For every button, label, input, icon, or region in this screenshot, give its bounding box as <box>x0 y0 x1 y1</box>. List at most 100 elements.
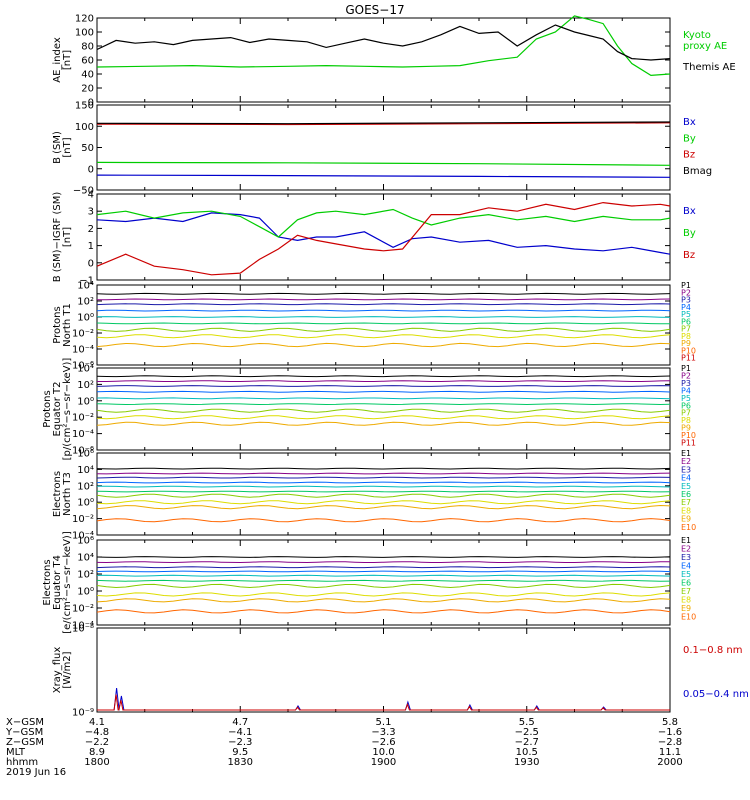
legend-label: P1 <box>681 364 691 373</box>
x-axis-row-label: Y−GSM <box>5 727 43 738</box>
legend-label: P9 <box>681 339 691 348</box>
y-tick-label: 10⁶ <box>77 536 94 547</box>
legend-label: P10 <box>681 346 696 355</box>
y-tick-label: 10⁻² <box>72 329 94 340</box>
legend-label: 0.1−0.8 nm <box>683 645 742 656</box>
panel-frame <box>96 284 671 366</box>
x-axis-value: 10.5 <box>516 747 538 758</box>
legend-label: P3 <box>681 379 691 388</box>
y-tick-label: 10⁴ <box>77 465 94 476</box>
y-tick-label: 10⁻⁸ <box>72 624 94 635</box>
channel-line <box>96 583 671 589</box>
legend-label: E3 <box>681 553 691 562</box>
legend-label: E6 <box>681 579 691 588</box>
y-tick-label: 120 <box>75 14 94 25</box>
legend-label: E5 <box>681 570 691 579</box>
y-tick-label: 10⁴ <box>77 553 94 564</box>
series-line <box>96 122 671 126</box>
x-axis-value: −2.8 <box>658 737 682 748</box>
y-tick-label: 10⁰ <box>77 396 94 407</box>
y-tick-label: −1 <box>79 276 94 287</box>
legend-label: P11 <box>681 354 696 363</box>
y-axis-label: [e/(cm²−s−sr−keV)] <box>62 531 73 634</box>
channel-line <box>96 421 671 426</box>
legend-label: E10 <box>681 523 696 532</box>
panel-frame <box>96 539 671 626</box>
y-tick-label: 0 <box>88 98 94 109</box>
series-line <box>96 208 671 238</box>
x-axis-value: −2.3 <box>228 737 252 748</box>
y-tick-label: 50 <box>81 143 94 154</box>
y-axis-label: North T3 <box>62 472 73 516</box>
y-axis-label: [nT] <box>62 50 73 70</box>
legend-label: Bx <box>683 206 696 217</box>
y-tick-label: 10² <box>77 380 94 391</box>
y-tick-label: 10⁻⁹ <box>72 708 94 719</box>
channel-line <box>96 322 671 325</box>
legend-label: By <box>683 228 696 239</box>
channel-line <box>96 467 671 470</box>
y-tick-label: 10⁻⁶ <box>72 446 94 457</box>
legend-label: Bz <box>683 150 695 161</box>
y-tick-label: 10⁰ <box>77 313 94 324</box>
y-tick-label: 80 <box>81 42 94 53</box>
series-line <box>96 174 671 178</box>
x-axis-value: 5.5 <box>519 717 535 728</box>
y-tick-label: 20 <box>81 84 94 95</box>
y-tick-label: 10⁻⁴ <box>72 621 94 632</box>
channel-line <box>96 570 671 573</box>
legend-label: E1 <box>681 536 691 545</box>
legend-label: P9 <box>681 424 691 433</box>
legend-label: By <box>683 133 696 144</box>
channel-line <box>97 380 671 382</box>
x-axis-value: −4.1 <box>228 727 252 738</box>
channel-line <box>96 403 671 406</box>
channel-line <box>96 342 671 348</box>
legend-label: E9 <box>681 515 691 524</box>
x-axis-value: 1930 <box>514 757 539 768</box>
panel-frame <box>96 627 671 713</box>
y-axis-label: Equator T2 <box>52 382 63 437</box>
legend-label: P5 <box>681 394 691 403</box>
channel-line <box>96 309 671 312</box>
y-axis-label: B (SM)−IGRF (SM) <box>52 192 63 283</box>
channel-line <box>96 375 671 378</box>
y-axis-label: B (SM) <box>52 131 63 164</box>
y-tick-label: 10⁻² <box>72 604 94 615</box>
y-axis-label: Xray_flux <box>52 647 63 694</box>
legend-label: E4 <box>681 474 691 483</box>
x-axis-value: −2.5 <box>515 727 539 738</box>
channel-line <box>96 579 671 582</box>
y-tick-label: 1 <box>88 241 94 252</box>
legend-label: E2 <box>681 545 691 554</box>
x-axis-value: 9.5 <box>232 747 248 758</box>
panel-frame <box>96 17 671 103</box>
legend-label: E7 <box>681 498 691 507</box>
channel-line <box>96 408 671 413</box>
y-tick-label: 10⁴ <box>77 281 94 292</box>
channel-line <box>96 476 671 479</box>
channel-line <box>96 485 671 488</box>
legend-label: Bmag <box>683 166 712 177</box>
legend-label: P5 <box>681 310 691 319</box>
y-axis-label: [nT] <box>62 137 73 157</box>
channel-line <box>96 493 671 498</box>
channel-line <box>96 390 671 393</box>
legend-label: E8 <box>681 506 691 515</box>
x-axis-value: 10.0 <box>372 747 394 758</box>
y-axis-label: Protons <box>52 306 63 343</box>
series-line <box>96 201 671 276</box>
y-tick-label: 100 <box>75 28 94 39</box>
y-tick-label: 10⁻⁴ <box>72 345 94 356</box>
y-axis-label: North T1 <box>62 303 73 347</box>
legend-label: P8 <box>681 332 691 341</box>
y-tick-label: 10⁻⁶ <box>72 361 94 372</box>
legend-label: P2 <box>681 288 691 297</box>
y-tick-label: 4 <box>88 190 94 201</box>
legend-label: E10 <box>681 613 696 622</box>
channel-line <box>96 472 671 475</box>
channel-line <box>96 415 671 420</box>
